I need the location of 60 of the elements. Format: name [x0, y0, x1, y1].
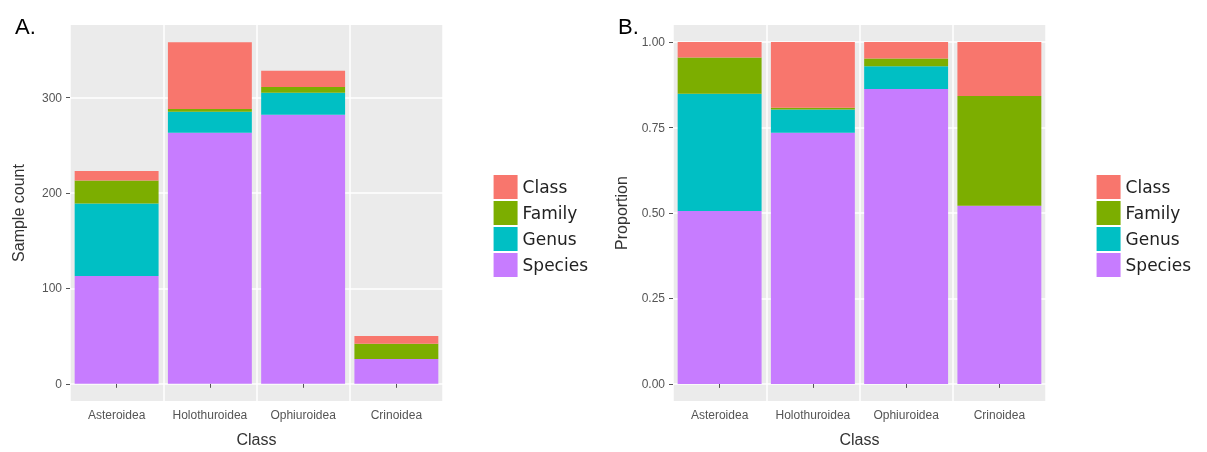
chart-title: A. — [15, 13, 36, 39]
legend-label: Species — [522, 255, 589, 275]
y-tick-label: 200 — [41, 185, 63, 200]
bar — [864, 42, 949, 59]
legend-label: Family — [1125, 203, 1181, 223]
y-tick-label: 0.50 — [641, 206, 666, 220]
bar — [167, 42, 252, 109]
y-tick-label: 0.25 — [641, 291, 666, 306]
bar — [261, 92, 346, 115]
bar — [74, 180, 159, 204]
bar — [957, 42, 1042, 97]
chart-title: B. — [618, 13, 639, 39]
bar — [770, 42, 855, 108]
bar — [864, 58, 949, 67]
legend-label: Species — [1125, 255, 1192, 275]
bar — [354, 359, 439, 384]
bar — [770, 132, 855, 384]
legend-label: Family — [522, 203, 578, 223]
bar — [864, 88, 949, 384]
x-tick-label: Ophiuroidea — [873, 408, 940, 422]
bar — [677, 42, 762, 58]
bar — [167, 132, 252, 384]
legend-label: Class — [1125, 177, 1171, 197]
legend-label: Genus — [522, 229, 577, 249]
bar — [957, 96, 1042, 206]
legend-label: Genus — [1125, 229, 1180, 249]
bar — [354, 343, 439, 360]
x-tick-label: Crinoidea — [973, 408, 1026, 422]
y-tick-label: 100 — [41, 281, 63, 296]
x-tick-label: Asteroidea — [87, 408, 146, 422]
bar — [261, 114, 346, 384]
y-tick-label: 0.75 — [641, 120, 666, 135]
y-tick-label: 0 — [55, 376, 63, 391]
x-axis-title: Class — [236, 430, 277, 448]
y-axis-title: Proportion — [612, 176, 630, 250]
bar — [167, 111, 252, 133]
bar — [957, 205, 1042, 384]
bar — [261, 87, 346, 93]
bar — [677, 57, 762, 94]
y-tick-label: 1.00 — [641, 35, 666, 50]
x-tick-label: Holothuroidea — [775, 408, 851, 422]
x-tick-label: Asteroidea — [690, 408, 749, 422]
bar — [677, 93, 762, 211]
bar — [74, 275, 159, 384]
x-tick-label: Holothuroidea — [172, 408, 248, 422]
x-tick-label: Crinoidea — [370, 408, 423, 422]
x-tick-label: Ophiuroidea — [270, 408, 337, 422]
bar — [770, 109, 855, 133]
bar — [74, 203, 159, 276]
bar — [167, 108, 252, 112]
y-axis-title: Sample count — [9, 163, 27, 262]
legend-label: Class — [522, 177, 568, 197]
y-tick-label: 0.00 — [641, 376, 666, 391]
bar — [354, 336, 439, 344]
x-axis-title: Class — [839, 430, 880, 448]
bar — [677, 210, 762, 384]
bar — [261, 70, 346, 88]
bar — [74, 171, 159, 181]
y-tick-label: 300 — [41, 90, 63, 105]
bar — [864, 66, 949, 89]
